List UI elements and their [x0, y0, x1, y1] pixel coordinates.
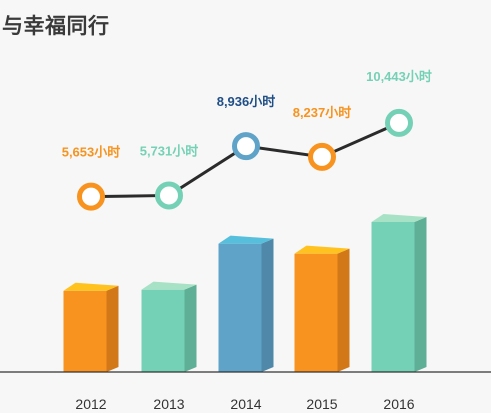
bar-front-2015: [294, 253, 338, 372]
data-label-2012: 5,653小时: [62, 145, 121, 160]
bar-top-2014: [218, 235, 274, 244]
bar-top-2015: [294, 245, 350, 254]
bar-front-2014: [218, 243, 262, 372]
bar-front-2016: [371, 222, 415, 372]
x-tick-label: 2013: [153, 396, 184, 412]
point-2016: [385, 108, 413, 137]
bar-2016: [371, 214, 427, 372]
page-title: 与幸福同行: [2, 14, 110, 38]
x-tick-label: 2015: [306, 396, 337, 412]
data-label-2015: 8,237小时: [293, 105, 352, 120]
bar-front-2013: [141, 289, 185, 372]
bar-2014: [218, 235, 274, 372]
x-tick-label: 2012: [75, 396, 106, 412]
x-tick-label: 2014: [230, 396, 261, 412]
bar-side-2014: [261, 238, 274, 372]
data-label-2013: 5,731小时: [140, 143, 199, 158]
axis-layer: 2012 2013 2014 2015 2016: [0, 371, 491, 412]
line-layer: [77, 108, 413, 211]
bar-side-2013: [184, 284, 197, 372]
bar-front-2012: [63, 290, 107, 372]
bar-top-2013: [141, 281, 197, 290]
data-label-2016: 10,443小时: [366, 69, 432, 84]
bar-2015: [294, 245, 350, 372]
point-2014: [232, 132, 260, 161]
bar-side-2015: [337, 248, 350, 372]
data-label-2014: 8,936小时: [217, 94, 276, 109]
bar-side-2012: [106, 285, 119, 372]
point-2012: [77, 182, 105, 211]
bars-layer: [63, 214, 427, 372]
bar-top-2012: [63, 282, 119, 291]
point-2015: [308, 142, 336, 171]
labels-layer: 5,653小时 5,731小时 8,936小时 8,237小时 10,443小时: [62, 69, 432, 160]
bar-2013: [141, 281, 197, 372]
bar-side-2016: [414, 217, 427, 372]
bar-2012: [63, 282, 119, 372]
bar-top-2016: [371, 214, 427, 222]
point-2013: [155, 181, 183, 210]
x-tick-label: 2016: [383, 396, 414, 412]
